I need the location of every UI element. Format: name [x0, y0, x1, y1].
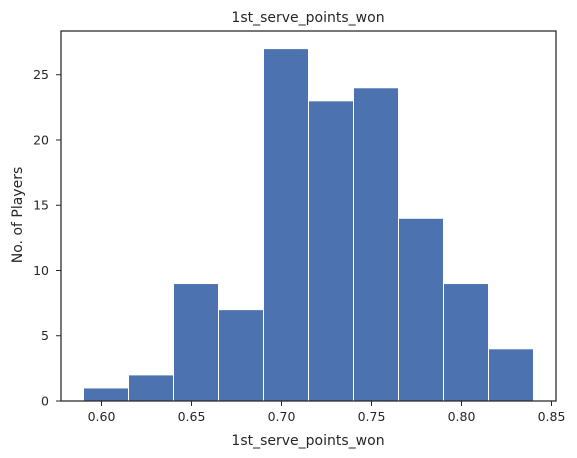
x-axis-ticks: 0.60 0.65 0.70 0.75 0.80 0.85	[88, 401, 566, 424]
histogram-bar-6	[308, 100, 354, 402]
histogram-bar-8	[398, 217, 444, 402]
x-axis-label: 1st_serve_points_won	[231, 433, 384, 449]
x-tick-label-2: 0.65	[178, 409, 206, 424]
y-tick-label-6: 25	[33, 67, 49, 82]
y-tick-label-5: 20	[33, 132, 49, 147]
y-tick-label-2: 5	[41, 328, 49, 343]
x-tick-label-3: 0.70	[268, 409, 296, 424]
histogram-bar-5	[263, 48, 309, 402]
y-axis-ticks: 0 5 10 15 20 25	[33, 67, 61, 409]
x-tick-label-4: 0.75	[358, 409, 386, 424]
x-tick-label-1: 0.60	[88, 409, 116, 424]
y-axis-label: No. of Players	[10, 167, 26, 264]
histogram-bar-2	[128, 374, 174, 402]
histogram-bar-4	[218, 309, 264, 402]
y-tick-label-4: 15	[33, 198, 49, 213]
histogram-bar-7	[353, 87, 399, 402]
chart-title: 1st_serve_points_won	[231, 10, 384, 26]
histogram-bar-1	[83, 387, 129, 402]
histogram-bar-10	[488, 348, 534, 402]
histogram-bar-9	[443, 283, 489, 402]
plot-frame	[60, 30, 557, 402]
histogram-bar-3	[173, 283, 219, 402]
y-tick-label-3: 10	[33, 263, 49, 278]
y-tick-label-1: 0	[41, 394, 49, 409]
bars-group	[83, 48, 534, 402]
x-tick-label-5: 0.80	[448, 409, 476, 424]
x-tick-label-6: 0.85	[538, 409, 566, 424]
